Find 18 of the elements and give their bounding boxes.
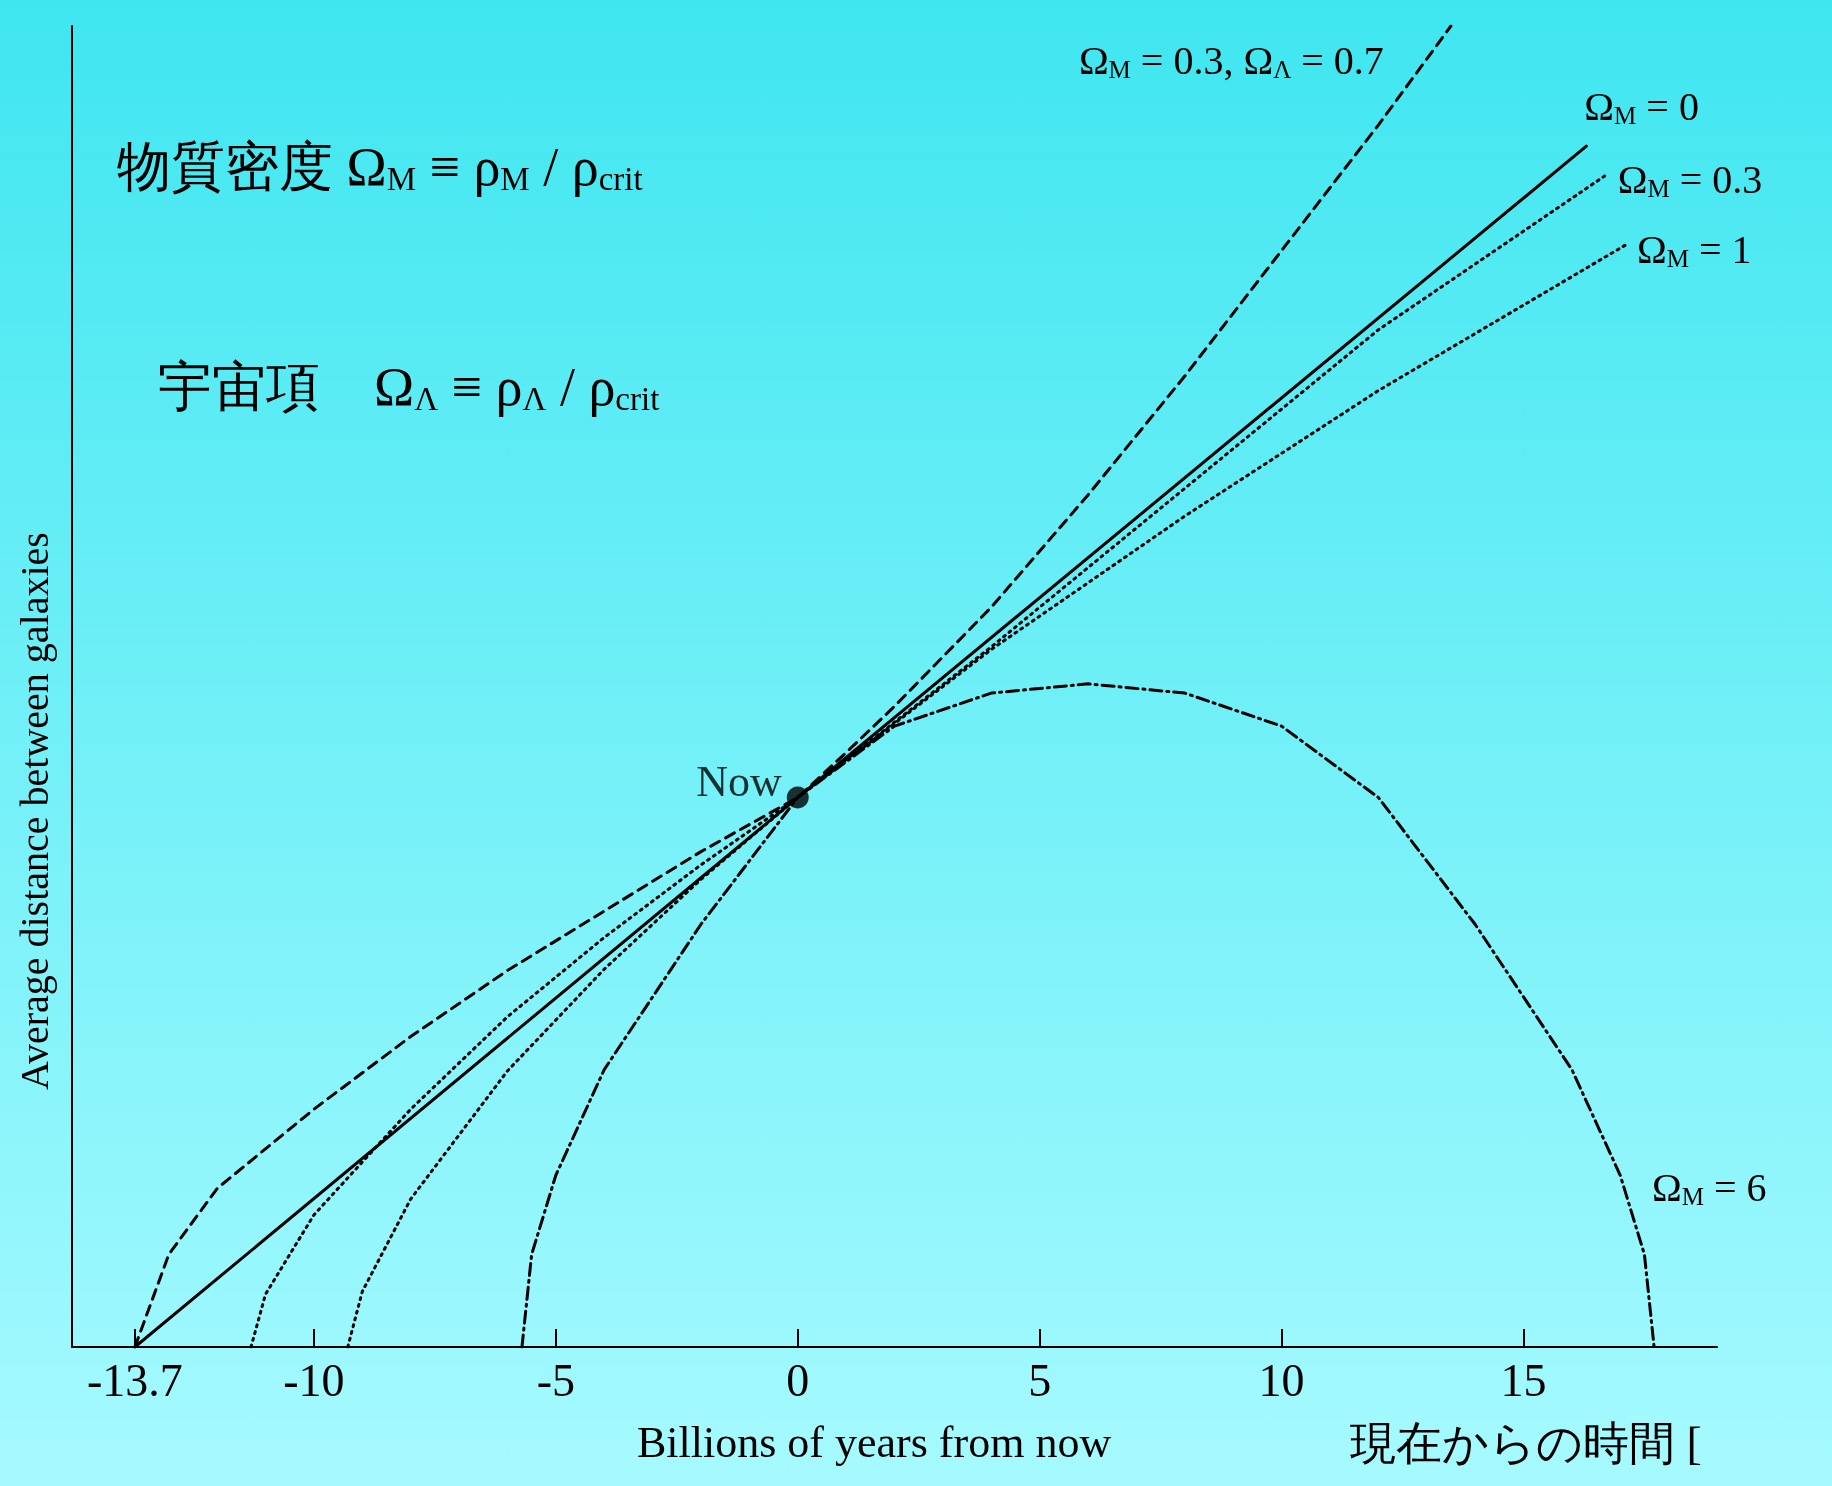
x-axis-title: Billions of years from now	[637, 1417, 1112, 1467]
annotation: 物質密度 ΩM ≡ ρM / ρcrit	[117, 137, 643, 197]
x-tick-label: -13.7	[86, 1354, 183, 1406]
text: 現在からの時間 [	[1350, 1417, 1702, 1469]
x-tick-label: 5	[1028, 1354, 1052, 1406]
x-tick-label: -10	[283, 1354, 345, 1406]
x-tick-label: -5	[536, 1354, 575, 1406]
x-tick-label: 15	[1500, 1354, 1547, 1406]
series-label: ΩM = 0	[1584, 83, 1699, 129]
series-label: ΩM = 1	[1637, 226, 1752, 272]
y-axis-title: Average distance between galaxies	[11, 532, 57, 1090]
x-tick-label: 0	[786, 1354, 810, 1406]
x-tick-label: 10	[1258, 1354, 1305, 1406]
annotation: Now	[696, 756, 782, 806]
annotation: 宇宙項 ΩΛ ≡ ρΛ / ρcrit	[158, 357, 660, 417]
series-label: ΩM = 6	[1652, 1164, 1767, 1210]
series-label: ΩM = 0.3	[1617, 156, 1763, 202]
series-label: ΩM = 0.3, ΩΛ = 0.7	[1078, 37, 1384, 83]
